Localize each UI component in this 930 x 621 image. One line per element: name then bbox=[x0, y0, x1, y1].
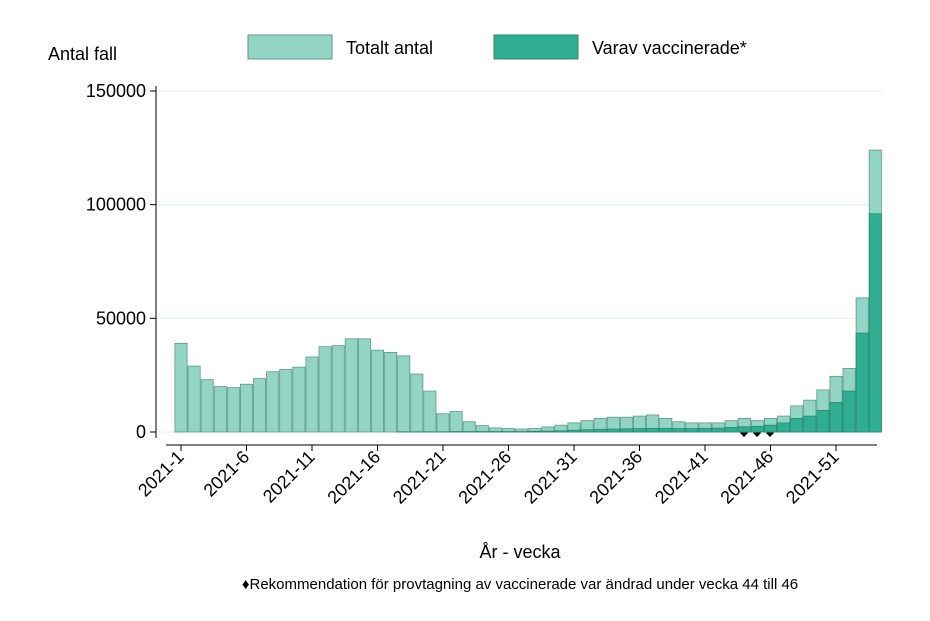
y-tick-label: 50000 bbox=[96, 308, 146, 328]
x-tick-label: 2021-36 bbox=[585, 447, 646, 508]
bar bbox=[437, 414, 449, 432]
bar bbox=[371, 350, 383, 432]
bar bbox=[411, 374, 423, 432]
bar bbox=[778, 423, 790, 432]
bar bbox=[725, 427, 737, 432]
bar bbox=[529, 431, 541, 432]
bar bbox=[358, 339, 370, 432]
legend-swatch bbox=[248, 35, 332, 59]
bar bbox=[201, 380, 213, 432]
bar bbox=[555, 431, 567, 432]
x-tick-label: 2021-26 bbox=[454, 447, 515, 508]
bar bbox=[240, 384, 252, 432]
footnote: ♦Rekommendation för provtagning av vacci… bbox=[242, 576, 798, 593]
bar bbox=[673, 429, 685, 432]
bar bbox=[817, 410, 829, 432]
bar bbox=[175, 343, 187, 432]
x-axis-label: År - vecka bbox=[479, 542, 561, 562]
y-tick-label: 0 bbox=[136, 422, 146, 442]
x-tick-label: 2021-51 bbox=[782, 447, 843, 508]
bar bbox=[280, 369, 292, 432]
x-tick-label: 2021-16 bbox=[323, 447, 384, 508]
bar bbox=[385, 352, 397, 432]
bar bbox=[450, 412, 462, 432]
bar bbox=[647, 428, 659, 432]
y-axis-label: Antal fall bbox=[48, 44, 117, 64]
bar bbox=[791, 418, 803, 432]
x-tick-label: 2021-6 bbox=[200, 447, 254, 501]
bar bbox=[306, 357, 318, 432]
x-tick-label: 2021-1 bbox=[134, 447, 188, 501]
bar bbox=[843, 391, 855, 432]
y-tick-label: 150000 bbox=[86, 81, 146, 101]
bar bbox=[463, 422, 475, 432]
y-tick-label: 100000 bbox=[86, 195, 146, 215]
bar bbox=[869, 214, 881, 432]
bar bbox=[594, 429, 606, 432]
bar bbox=[267, 372, 279, 432]
bar bbox=[712, 428, 724, 432]
legend-label: Varav vaccinerade* bbox=[592, 38, 747, 58]
bar bbox=[293, 367, 305, 432]
bar bbox=[686, 429, 698, 432]
bar bbox=[254, 379, 266, 432]
bar bbox=[476, 426, 488, 432]
bar bbox=[345, 339, 357, 432]
bar bbox=[699, 428, 711, 432]
bar bbox=[764, 425, 776, 432]
bar bbox=[660, 428, 672, 432]
bar bbox=[319, 347, 331, 432]
bar bbox=[188, 366, 200, 432]
bar bbox=[751, 426, 763, 432]
bar bbox=[804, 416, 816, 432]
bar bbox=[830, 402, 842, 432]
x-tick-label: 2021-41 bbox=[651, 447, 712, 508]
legend-label: Totalt antal bbox=[346, 38, 433, 58]
bar bbox=[568, 430, 580, 432]
bar bbox=[332, 346, 344, 432]
x-tick-label: 2021-46 bbox=[716, 447, 777, 508]
bar bbox=[214, 387, 226, 432]
x-tick-label: 2021-11 bbox=[259, 447, 319, 507]
x-tick-label: 2021-31 bbox=[520, 447, 581, 508]
bar bbox=[542, 431, 554, 432]
legend-swatch bbox=[494, 35, 578, 59]
bar bbox=[856, 333, 868, 432]
bar bbox=[633, 429, 645, 432]
bar bbox=[227, 388, 239, 432]
bar bbox=[581, 430, 593, 432]
bar bbox=[738, 427, 750, 432]
bar bbox=[424, 391, 436, 432]
bar bbox=[398, 356, 410, 432]
bar bbox=[607, 429, 619, 432]
legend: Totalt antal Varav vaccinerade* bbox=[248, 35, 747, 59]
bar bbox=[620, 429, 632, 432]
x-tick-label: 2021-21 bbox=[389, 447, 450, 508]
